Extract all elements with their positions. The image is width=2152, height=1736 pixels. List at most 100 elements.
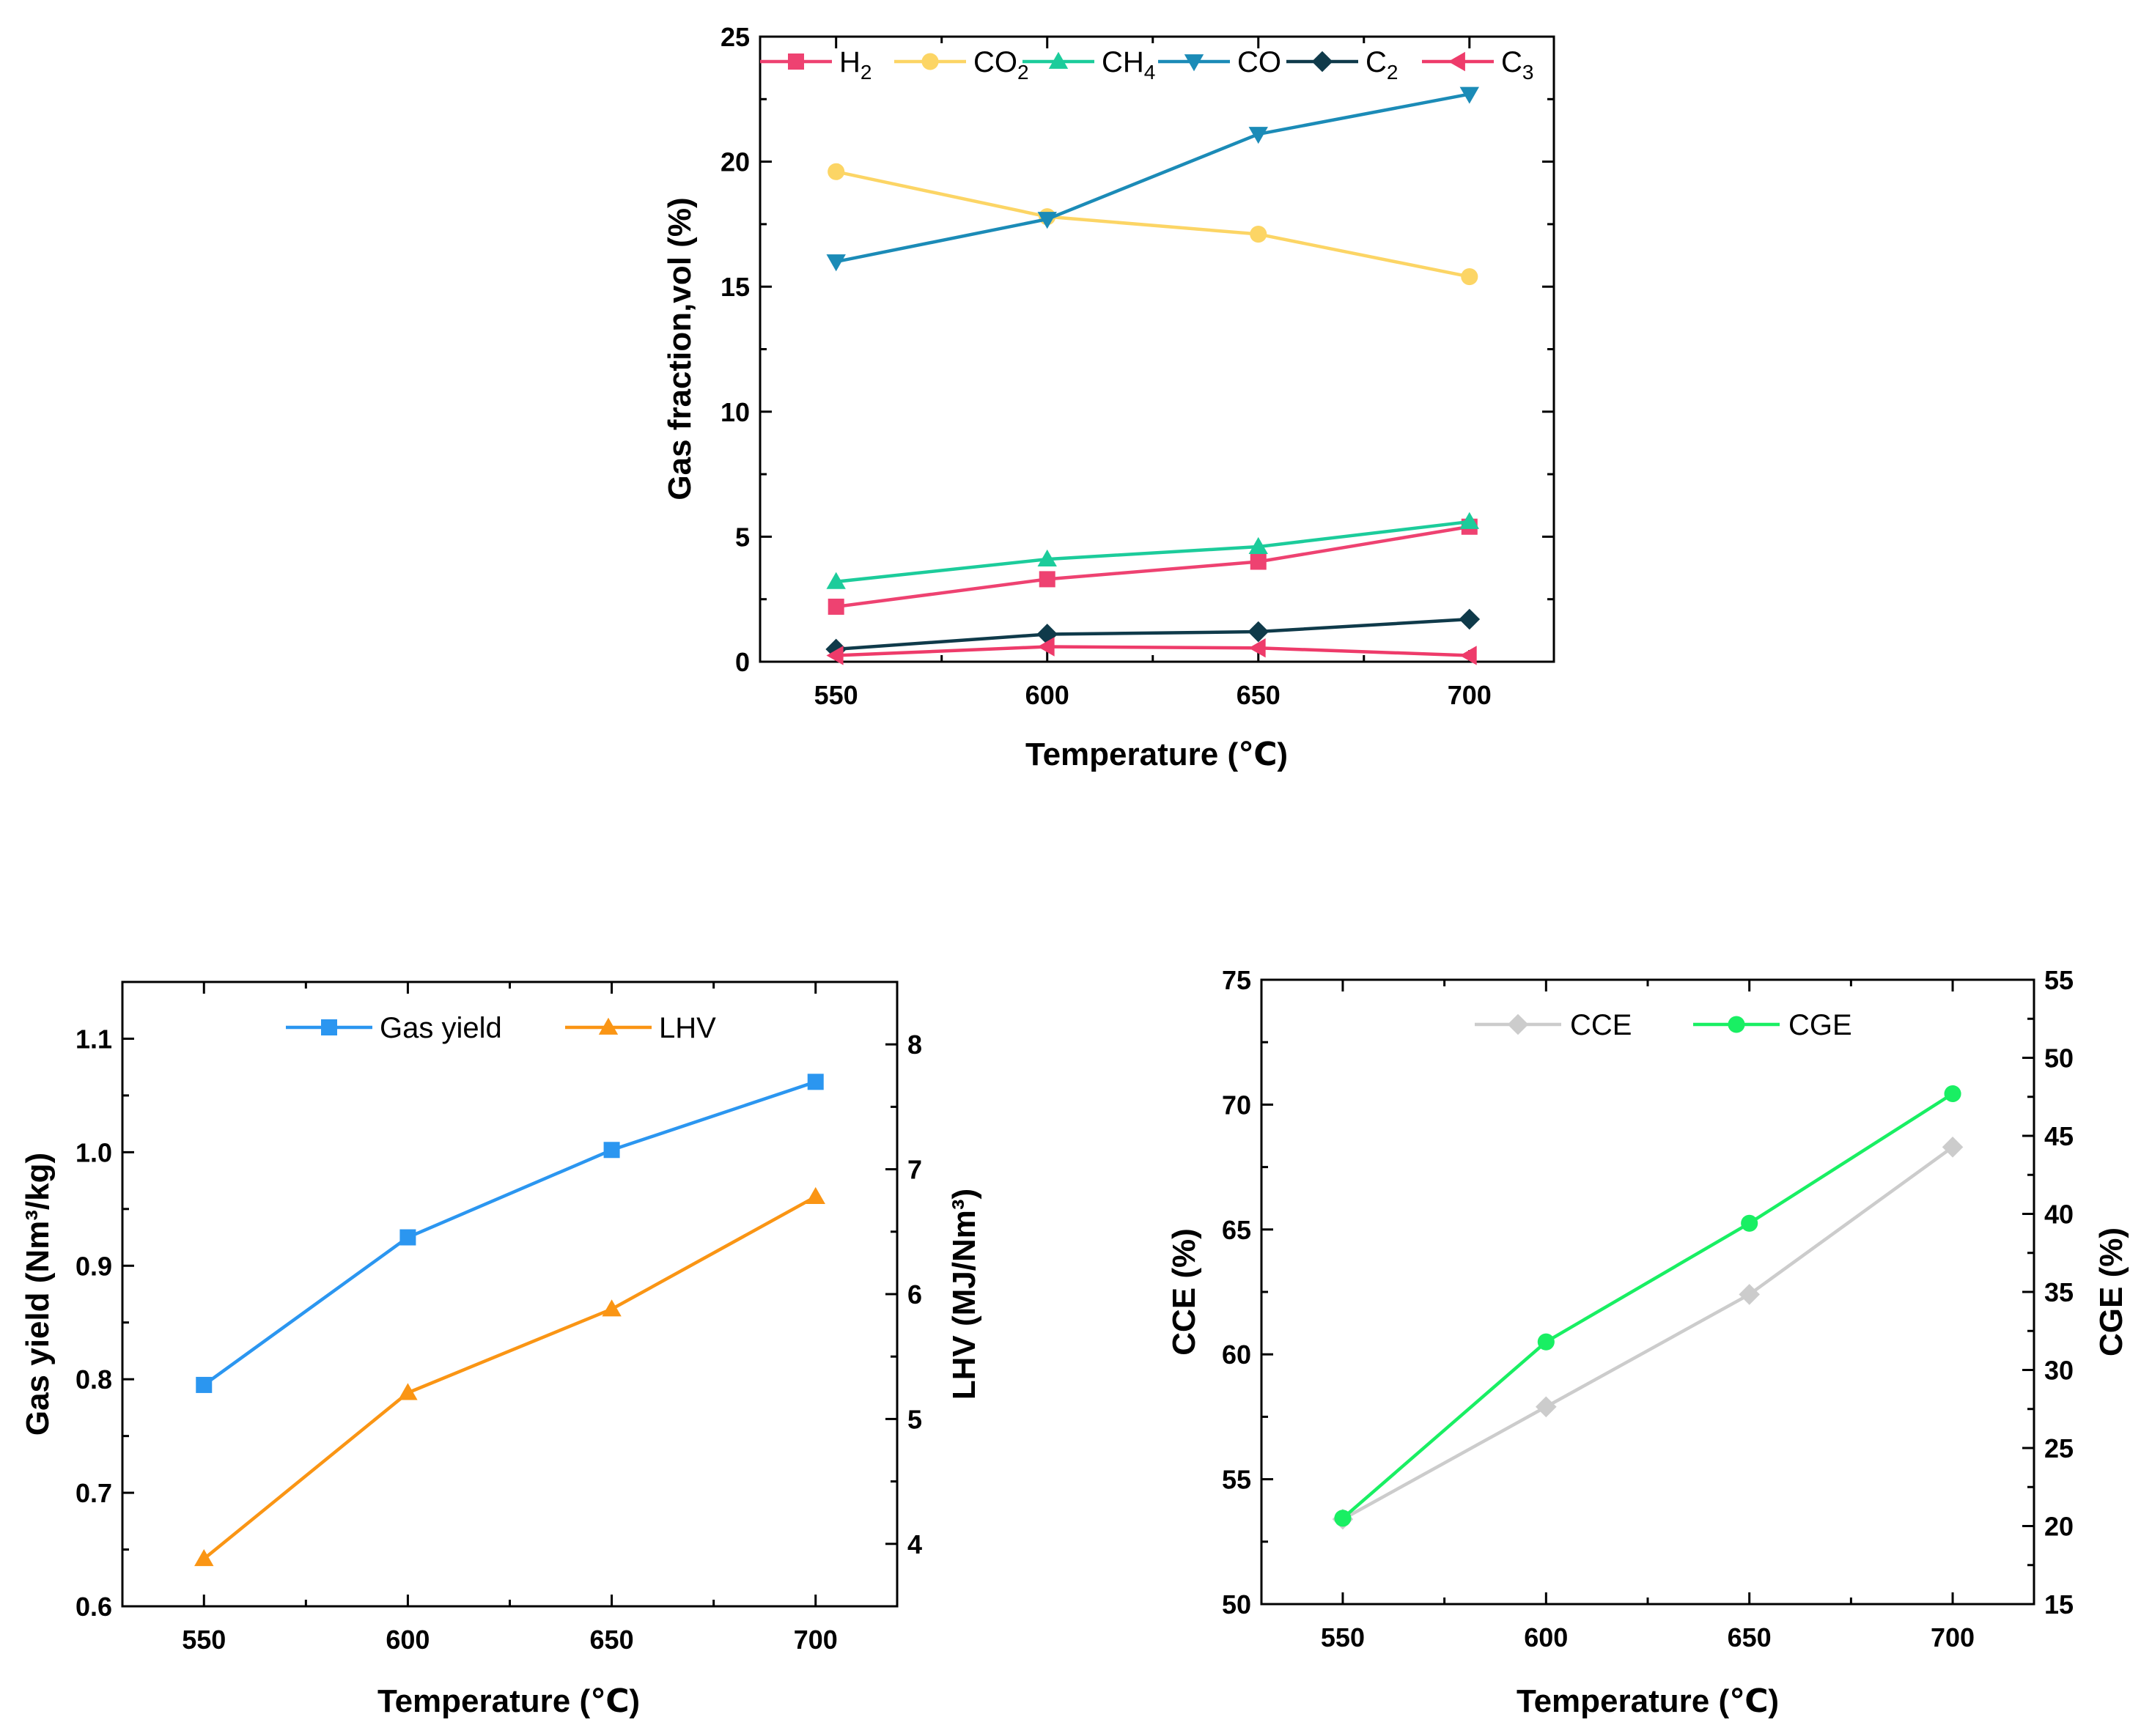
left-y-tick-label: 5: [735, 522, 750, 552]
legend-marker: [1448, 51, 1465, 72]
data-point: [1536, 1396, 1557, 1418]
legend-item-c2: C2: [1286, 46, 1398, 84]
data-point: [1461, 268, 1478, 286]
data-point: [806, 1186, 825, 1204]
data-point: [807, 1074, 824, 1090]
data-point: [1739, 1284, 1760, 1305]
data-point: [1944, 1085, 1961, 1103]
left-y-tick-label: 25: [721, 22, 750, 52]
x-tick-label: 650: [590, 1625, 634, 1655]
data-point: [1248, 621, 1270, 643]
data-point: [602, 1299, 622, 1317]
y-axis-title: Gas fraction,vol (%): [662, 197, 698, 500]
right-y-tick-label: 7: [907, 1155, 922, 1185]
x-tick-label: 550: [814, 680, 858, 710]
data-point: [196, 1376, 213, 1393]
series-group: [194, 1074, 825, 1567]
right-y-tick-label: 55: [2044, 965, 2074, 995]
right-y-axis-ticks: 4 5 6 7 8: [885, 1030, 922, 1559]
legend-marker: [921, 53, 939, 70]
data-point: [828, 163, 845, 180]
series-line: [202, 1080, 817, 1386]
legend: H2 CO2 CH4 CO C2 C3: [760, 46, 1533, 84]
series-line: [836, 525, 1470, 609]
x-axis-title: Temperature (℃): [1517, 1683, 1779, 1719]
left-y-tick-label: 20: [721, 147, 750, 177]
legend-marker: [1184, 54, 1204, 72]
series-line: [202, 1195, 817, 1560]
left-y-tick-label: 60: [1222, 1340, 1251, 1370]
left-y-tick-label: 65: [1222, 1215, 1251, 1245]
data-point: [1459, 608, 1481, 630]
x-tick-label: 700: [794, 1625, 838, 1655]
right-y-tick-label: 6: [907, 1279, 922, 1310]
data-point: [1248, 536, 1268, 554]
x-tick-label: 650: [1728, 1622, 1772, 1652]
data-point: [1037, 212, 1057, 229]
x-axis-ticks: 550 600 650 700: [1321, 980, 1975, 1652]
right-y-tick-label: 8: [907, 1030, 922, 1060]
legend-label: C3: [1501, 46, 1533, 84]
data-point: [1250, 225, 1267, 243]
right-y-tick-label: 15: [2044, 1589, 2074, 1619]
legend-marker: [1048, 51, 1069, 69]
x-axis-title: Temperature (℃): [1025, 736, 1288, 772]
legend-label: Gas yield: [380, 1012, 502, 1044]
cce-cge-chart: 50 55 60 65 70 75 15 20 25 30 35 40 45 50 55 550 600 65…: [1166, 965, 2129, 1719]
legend-item-ch4: CH4: [1022, 46, 1155, 84]
left-y-axis-ticks: 50 55 60 65 70 75: [1222, 965, 1273, 1619]
legend-item-gas-yield: Gas yield: [286, 1012, 502, 1044]
x-axis-title: Temperature (℃): [377, 1683, 640, 1719]
left-y-tick-label: 0.6: [75, 1592, 112, 1622]
series-group: [825, 86, 1481, 665]
x-tick-label: 600: [1524, 1622, 1568, 1652]
data-point: [1942, 1137, 1964, 1158]
left-y-tick-label: 0.7: [75, 1478, 112, 1508]
x-tick-label: 600: [386, 1625, 430, 1655]
y-axis-ticks: 0 5 10 15 20 25: [721, 22, 1554, 677]
x-tick-label: 550: [182, 1625, 226, 1655]
data-point: [1537, 1333, 1555, 1351]
data-point: [1459, 86, 1479, 104]
legend-marker: [1728, 1016, 1745, 1033]
left-y-tick-label: 0.9: [75, 1251, 112, 1281]
left-y-tick-label: 0: [735, 647, 750, 677]
legend-item-h2: H2: [760, 46, 872, 84]
left-y-tick-label: 15: [721, 272, 750, 302]
legend-label: CGE: [1788, 1009, 1852, 1041]
data-point: [1459, 646, 1477, 665]
left-y-axis-ticks: 0.6 0.7 0.8 0.9 1.0 1.1: [75, 1024, 134, 1622]
data-point: [603, 1142, 620, 1159]
legend-marker: [321, 1019, 337, 1035]
right-y-axis-title: LHV (MJ/Nm³): [946, 1189, 982, 1400]
legend-label: CO2: [973, 46, 1029, 84]
series-gas-yield: [196, 1074, 824, 1393]
data-point: [1037, 637, 1055, 657]
data-point: [1036, 624, 1058, 645]
series-line: [836, 92, 1470, 264]
series-ch4: [826, 511, 1479, 589]
left-y-tick-label: 1.0: [75, 1137, 112, 1167]
right-y-tick-label: 20: [2044, 1512, 2074, 1542]
left-y-tick-label: 70: [1222, 1090, 1251, 1120]
legend-item-c3: C3: [1422, 46, 1533, 84]
left-y-tick-label: 1.1: [75, 1024, 112, 1054]
right-y-tick-label: 35: [2044, 1277, 2074, 1307]
data-point: [1459, 511, 1479, 529]
data-point: [826, 646, 844, 665]
series-group: [1332, 1085, 1964, 1530]
legend-item-cge: CGE: [1693, 1009, 1852, 1041]
right-y-tick-label: 5: [907, 1404, 922, 1434]
legend-label: C2: [1366, 46, 1398, 84]
x-tick-label: 650: [1237, 680, 1280, 710]
legend-label: H2: [839, 46, 872, 84]
right-y-tick-label: 50: [2044, 1044, 2074, 1074]
right-y-tick-label: 40: [2044, 1200, 2074, 1230]
x-tick-label: 700: [1448, 680, 1492, 710]
left-y-tick-label: 75: [1222, 965, 1251, 995]
left-y-axis-title: CCE (%): [1166, 1228, 1202, 1356]
legend-item-cce: CCE: [1475, 1009, 1632, 1041]
legend-item-co2: CO2: [894, 46, 1029, 84]
series-line: [836, 520, 1470, 584]
